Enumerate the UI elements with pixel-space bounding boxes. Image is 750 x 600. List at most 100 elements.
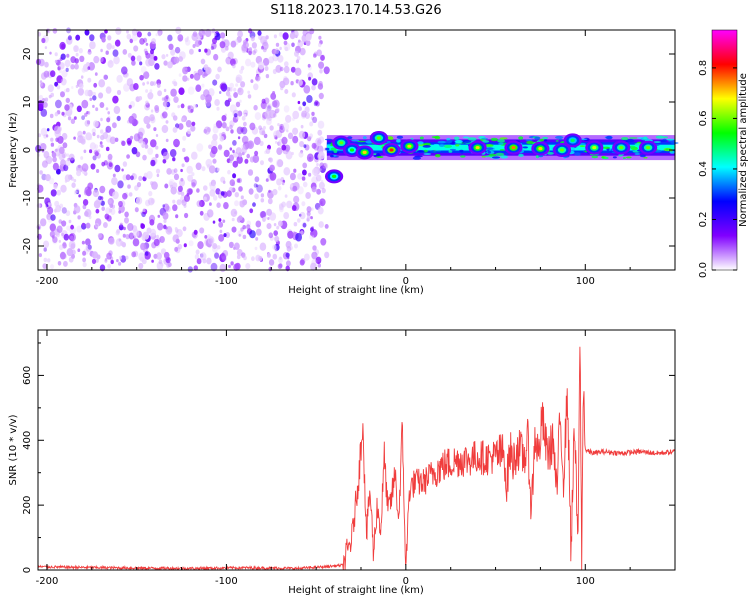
- noise-blob: [126, 78, 134, 87]
- noise-blob: [226, 87, 231, 92]
- noise-blob: [212, 158, 217, 164]
- spectrogram-x-ticks: -200 -100 0 100: [36, 30, 676, 287]
- noise-blob: [309, 133, 313, 139]
- noise-blob: [121, 66, 128, 75]
- noise-blob: [195, 249, 200, 255]
- noise-blob: [256, 184, 263, 193]
- noise-blob: [124, 217, 129, 224]
- noise-blob: [276, 159, 283, 168]
- noise-blob: [137, 131, 144, 139]
- noise-blob: [179, 179, 185, 187]
- spectrogram-x-axis-label: Height of straight line (km): [288, 285, 424, 296]
- noise-blob: [262, 41, 269, 51]
- noise-blob: [147, 31, 152, 37]
- noise-blob: [250, 79, 254, 83]
- signal-texture: [518, 153, 524, 157]
- noise-blob: [302, 169, 307, 176]
- noise-blob: [138, 175, 143, 181]
- noise-blob: [140, 242, 146, 251]
- noise-blob: [153, 238, 160, 247]
- spec-x-tick-label: -100: [215, 276, 238, 287]
- noise-blob: [323, 66, 330, 75]
- noise-blob: [296, 56, 301, 61]
- noise-blob: [50, 92, 54, 98]
- noise-blob: [123, 226, 126, 231]
- noise-blob: [188, 188, 193, 195]
- noise-blob: [134, 207, 139, 213]
- noise-blob: [103, 222, 108, 228]
- noise-blob: [157, 214, 161, 218]
- noise-blob: [309, 136, 312, 140]
- noise-blob: [135, 151, 141, 158]
- noise-blob: [233, 87, 237, 92]
- noise-blob: [255, 74, 261, 82]
- noise-blob: [305, 192, 311, 199]
- noise-blob: [267, 217, 270, 220]
- noise-blob: [177, 185, 183, 192]
- noise-blob: [74, 58, 79, 64]
- noise-blob: [77, 248, 81, 252]
- signal-texture: [643, 136, 648, 140]
- noise-blob: [217, 144, 223, 150]
- noise-blob: [314, 100, 319, 106]
- noise-blob: [101, 161, 106, 167]
- noise-blob: [266, 208, 272, 216]
- noise-blob: [298, 106, 303, 111]
- noise-blob: [252, 202, 256, 207]
- noise-blob: [73, 116, 77, 120]
- noise-blob: [78, 194, 81, 198]
- noise-blob: [213, 123, 217, 128]
- noise-blob: [191, 179, 197, 187]
- noise-blob: [129, 38, 134, 44]
- noise-blob: [125, 255, 129, 260]
- spectral-feature: [407, 144, 412, 148]
- noise-blob: [230, 129, 234, 134]
- noise-blob: [82, 257, 86, 263]
- noise-blob: [274, 235, 280, 243]
- noise-blob: [187, 128, 192, 135]
- noise-blob: [317, 83, 324, 90]
- noise-blob: [228, 241, 234, 249]
- noise-blob: [318, 42, 322, 48]
- noise-blob: [210, 262, 218, 272]
- noise-blob: [49, 113, 54, 119]
- noise-blob: [282, 32, 289, 40]
- noise-blob: [210, 179, 216, 187]
- noise-blob: [216, 245, 221, 250]
- noise-blob: [306, 95, 313, 103]
- noise-blob: [272, 253, 278, 260]
- noise-blob: [260, 193, 265, 198]
- signal-texture: [327, 143, 331, 146]
- noise-blob: [208, 88, 215, 97]
- noise-blob: [242, 234, 247, 240]
- noise-blob: [172, 204, 178, 212]
- noise-blob: [57, 66, 61, 71]
- noise-blob: [302, 162, 308, 169]
- noise-blob: [238, 233, 241, 237]
- noise-blob: [255, 237, 259, 241]
- noise-blob: [105, 129, 108, 133]
- noise-blob: [112, 122, 117, 129]
- noise-blob: [50, 142, 55, 147]
- noise-blob: [140, 66, 147, 74]
- noise-blob: [282, 122, 290, 131]
- noise-blob: [139, 38, 145, 45]
- snr-x-axis-label: Height of straight line (km): [288, 585, 424, 596]
- noise-blob: [247, 90, 251, 95]
- noise-blob: [165, 120, 169, 124]
- noise-blob: [163, 219, 167, 223]
- noise-blob: [293, 168, 297, 173]
- noise-blob: [111, 45, 115, 50]
- noise-blob: [175, 214, 179, 219]
- signal-texture: [362, 136, 367, 140]
- noise-blob: [311, 84, 316, 91]
- noise-blob: [87, 77, 92, 83]
- noise-blob: [232, 160, 239, 168]
- signal-texture: [497, 139, 505, 143]
- signal-texture: [666, 138, 675, 141]
- noise-blob: [285, 114, 292, 123]
- noise-blob: [54, 81, 59, 87]
- noise-blob: [209, 189, 216, 197]
- signal-texture: [500, 155, 508, 159]
- noise-blob: [177, 105, 180, 109]
